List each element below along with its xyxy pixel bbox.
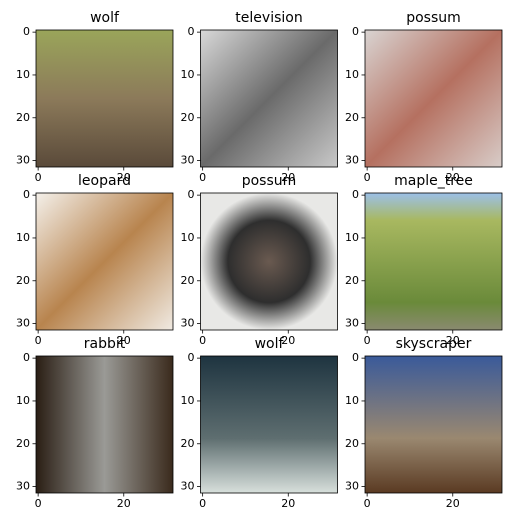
- y-tick-label: 0: [188, 188, 195, 201]
- x-tick-label: 20: [281, 171, 295, 184]
- y-tick-label: 10: [181, 231, 195, 244]
- y-tick-label: 10: [16, 68, 30, 81]
- x-tick-label: 20: [446, 497, 460, 510]
- subplot-title: wolf: [90, 10, 120, 26]
- x-tick-label: 20: [117, 334, 131, 347]
- axes-frame: [364, 192, 503, 331]
- y-tick-label: 10: [181, 394, 195, 407]
- axes-frame: [200, 355, 338, 494]
- image: [200, 356, 338, 493]
- x-tick-label: 20: [281, 497, 295, 510]
- y-tick-label: 20: [16, 274, 30, 287]
- subplot-title: leopard: [78, 173, 131, 189]
- image: [200, 193, 338, 330]
- x-tick-label: 0: [199, 497, 206, 510]
- image: [36, 193, 173, 330]
- y-tick-label: 0: [23, 25, 30, 38]
- x-tick-label: 0: [35, 334, 42, 347]
- subplot-title: skyscraper: [396, 336, 472, 352]
- y-tick-label: 0: [188, 25, 195, 38]
- y-tick-label: 20: [345, 437, 359, 450]
- y-tick-label: 0: [352, 351, 359, 364]
- y-tick-label: 30: [345, 154, 359, 167]
- axes-frame: [35, 355, 174, 494]
- x-tick-label: 0: [364, 497, 371, 510]
- x-tick-label: 20: [117, 497, 131, 510]
- subplot: 0 20 0 10 20 30 skyscraper: [345, 336, 503, 510]
- y-tick-label: 30: [181, 480, 195, 493]
- x-tick-label: 0: [35, 171, 42, 184]
- subplot: 0 20 0 10 20 30 wolf: [181, 336, 338, 510]
- axes-frame: [364, 29, 503, 168]
- y-tick-label: 20: [181, 437, 195, 450]
- x-tick-label: 0: [199, 334, 206, 347]
- subplot: 0 20 0 10 20 30 possum: [181, 173, 338, 347]
- y-tick-label: 10: [345, 68, 359, 81]
- image: [200, 30, 338, 167]
- y-tick-label: 30: [16, 480, 30, 493]
- y-tick-label: 20: [181, 274, 195, 287]
- subplot-title: wolf: [255, 336, 285, 352]
- y-tick-label: 10: [16, 394, 30, 407]
- axes-frame: [200, 29, 338, 168]
- subplot: 0 20 0 10 20 30 possum: [345, 10, 503, 184]
- x-tick-label: 0: [35, 497, 42, 510]
- axes-frame: [35, 29, 174, 168]
- y-tick-label: 0: [188, 351, 195, 364]
- x-tick-label: 20: [446, 171, 460, 184]
- subplot-title: possum: [242, 173, 297, 189]
- subplot: 0 20 0 10 20 30 wolf: [16, 10, 174, 184]
- subplot-title: maple_tree: [394, 173, 473, 189]
- subplot-title: television: [235, 10, 302, 26]
- y-tick-label: 20: [345, 111, 359, 124]
- y-tick-label: 30: [345, 317, 359, 330]
- subplot: 0 20 0 10 20 30 leopard: [16, 173, 174, 347]
- y-tick-label: 10: [345, 231, 359, 244]
- y-tick-label: 0: [352, 25, 359, 38]
- image: [365, 356, 502, 493]
- y-tick-label: 0: [23, 188, 30, 201]
- x-tick-label: 20: [446, 334, 460, 347]
- y-tick-label: 10: [345, 394, 359, 407]
- subplot: 0 20 0 10 20 30 maple_tree: [345, 173, 503, 347]
- y-tick-label: 20: [16, 111, 30, 124]
- subplot-title: rabbit: [84, 336, 126, 352]
- y-tick-label: 30: [16, 154, 30, 167]
- x-tick-label: 20: [117, 171, 131, 184]
- x-tick-label: 20: [281, 334, 295, 347]
- y-tick-label: 30: [181, 154, 195, 167]
- subplot: 0 20 0 10 20 30 rabbit: [16, 336, 174, 510]
- y-tick-label: 30: [345, 480, 359, 493]
- image: [36, 30, 173, 167]
- subplot: 0 20 0 10 20 30 television: [181, 10, 338, 184]
- image: [36, 356, 173, 493]
- axes-frame: [35, 192, 174, 331]
- x-tick-label: 0: [199, 171, 206, 184]
- y-tick-label: 0: [352, 188, 359, 201]
- image: [365, 193, 502, 330]
- image: [365, 30, 502, 167]
- y-tick-label: 30: [181, 317, 195, 330]
- y-tick-label: 30: [16, 317, 30, 330]
- y-tick-label: 10: [16, 231, 30, 244]
- x-tick-label: 0: [364, 171, 371, 184]
- subplot-title: possum: [406, 10, 461, 26]
- x-tick-label: 0: [364, 334, 371, 347]
- y-tick-label: 0: [23, 351, 30, 364]
- y-tick-label: 10: [181, 68, 195, 81]
- axes-frame: [364, 355, 503, 494]
- y-tick-label: 20: [16, 437, 30, 450]
- axes-frame: [200, 192, 338, 331]
- y-tick-label: 20: [181, 111, 195, 124]
- y-tick-label: 20: [345, 274, 359, 287]
